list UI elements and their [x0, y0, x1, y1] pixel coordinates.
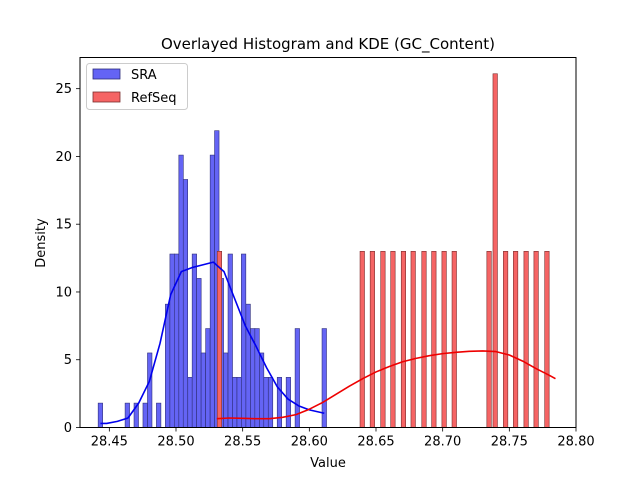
x-tick-label-0: 28.45	[91, 435, 128, 450]
bar-sra-7	[169, 253, 175, 428]
kde-line-sra	[100, 261, 325, 425]
bar-sra-4	[147, 352, 153, 428]
bar-sra-12	[191, 253, 197, 428]
y-tick-label-1: 5	[64, 353, 72, 368]
bar-sra-16	[209, 154, 215, 428]
bar-sra-24	[245, 303, 251, 428]
bar-sra-19	[223, 352, 229, 428]
kde-line-refseq	[216, 350, 556, 420]
bar-refseq-3	[380, 251, 386, 428]
bar-sra-28	[263, 377, 269, 428]
kde-layer	[100, 261, 556, 425]
plot-area	[97, 73, 556, 428]
bar-sra-14	[200, 352, 206, 428]
bar-sra-13	[196, 278, 202, 428]
bar-sra-26	[254, 328, 260, 428]
bar-sra-31	[285, 377, 291, 428]
bar-refseq-10	[451, 251, 457, 428]
bar-sra-6	[165, 303, 171, 428]
x-tick-label-3: 28.60	[291, 435, 328, 450]
bar-refseq-13	[503, 251, 509, 428]
bar-refseq-4	[390, 251, 396, 428]
legend-swatch-sra	[92, 68, 121, 80]
bar-refseq-7	[421, 251, 427, 428]
bar-refseq-14	[513, 251, 519, 428]
x-tick-label-1: 28.50	[157, 435, 194, 450]
bar-refseq-11	[486, 251, 492, 428]
x-tick-label-7: 28.80	[557, 435, 594, 450]
legend: SRA RefSeq	[86, 63, 188, 110]
bar-sra-10	[182, 179, 189, 428]
legend-label-sra: SRA	[131, 68, 157, 83]
bar-sra-15	[205, 328, 211, 428]
bar-refseq-5	[400, 251, 407, 428]
x-tick-label-6: 28.75	[491, 435, 528, 450]
y-axis-ticks: 0 5 10 15 20 25	[55, 82, 80, 436]
legend-label-refseq: RefSeq	[131, 91, 177, 106]
bar-sra-22	[236, 377, 242, 428]
bar-sra-27	[259, 352, 265, 428]
bar-sra-11	[187, 377, 193, 428]
y-tick-label-2: 10	[55, 285, 72, 300]
bar-sra-23	[241, 253, 247, 428]
x-axis-ticks: 28.45 28.50 28.55 28.60 28.65 28.70 28.75 28.80	[91, 427, 595, 450]
x-tick-label-2: 28.55	[224, 435, 261, 450]
bars-layer	[97, 73, 550, 428]
bar-refseq-17	[544, 251, 550, 428]
axes-frame	[79, 57, 577, 428]
bar-refseq-1	[359, 251, 365, 428]
y-tick-label-3: 15	[55, 218, 72, 233]
bar-refseq-15	[523, 251, 529, 428]
bar-sra-21	[232, 377, 238, 428]
bar-refseq-0	[216, 251, 223, 428]
bar-sra-5	[156, 402, 162, 428]
bar-refseq-16	[533, 251, 539, 428]
legend-swatch-refseq	[92, 91, 121, 103]
x-axis-label: Value	[310, 456, 346, 471]
y-axis-label: Density	[34, 218, 49, 268]
bar-sra-1	[124, 402, 130, 428]
y-tick-label-0: 0	[64, 421, 72, 436]
bar-sra-29	[267, 377, 274, 428]
bar-sra-20	[227, 253, 233, 428]
y-tick-label-4: 20	[55, 150, 72, 165]
x-tick-label-4: 28.65	[357, 435, 394, 450]
bar-refseq-6	[410, 251, 416, 428]
y-tick-label-5: 25	[55, 82, 72, 97]
bar-refseq-12	[492, 73, 498, 428]
bar-sra-30	[276, 377, 283, 428]
bar-sra-9	[178, 154, 184, 428]
bar-refseq-9	[441, 251, 447, 428]
bar-refseq-8	[431, 251, 437, 428]
x-tick-label-5: 28.70	[424, 435, 461, 450]
chart-title: Overlayed Histogram and KDE (GC_Content)	[161, 35, 495, 54]
bar-refseq-2	[369, 251, 375, 428]
bar-sra-3	[142, 402, 148, 428]
